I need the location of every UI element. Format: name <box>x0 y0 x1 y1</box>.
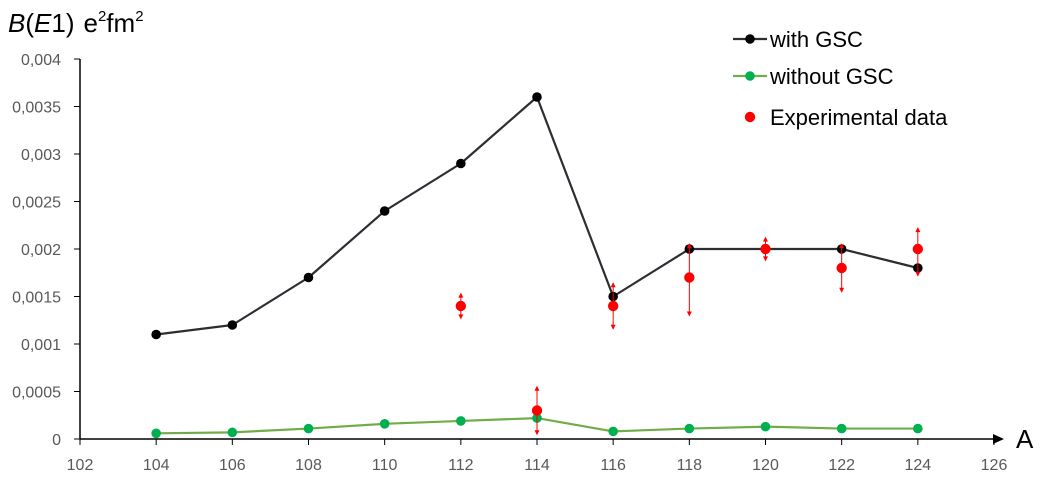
y-tick-label: 0,001 <box>21 337 61 354</box>
y-title-e: E <box>34 8 52 38</box>
x-tick-label: 106 <box>219 457 246 474</box>
data-point <box>760 243 771 255</box>
y-title-unit-fm: fm <box>106 8 135 38</box>
data-point <box>531 405 543 416</box>
legend-label: without GSC <box>769 64 894 89</box>
error-bar-cap <box>763 256 768 262</box>
legend-item: Experimental data <box>744 105 948 130</box>
x-tick-label: 116 <box>600 457 626 474</box>
error-bar-cap <box>839 243 845 249</box>
data-point <box>379 419 390 429</box>
y-title-b: B <box>8 8 25 38</box>
error-bar-cap <box>610 324 616 330</box>
error-bar-cap <box>763 236 768 242</box>
y-axis-title: B(E1) e2fm2 <box>8 8 144 38</box>
data-point <box>227 427 238 438</box>
data-point <box>455 300 467 312</box>
x-tick-label: 108 <box>295 457 322 474</box>
data-point <box>151 329 161 340</box>
data-point <box>836 262 847 274</box>
y-tick-label: 0,0005 <box>12 385 61 402</box>
data-point <box>456 416 466 426</box>
legend: with GSC without GSC Experimental data <box>733 27 948 130</box>
series-line <box>156 95 919 336</box>
data-point <box>913 423 923 434</box>
data-point <box>456 158 466 169</box>
series-2 <box>455 227 924 436</box>
x-tick-label: 112 <box>448 457 474 474</box>
data-point <box>760 421 771 432</box>
data-point <box>303 272 314 283</box>
y-tick-label: 0,0035 <box>12 100 61 117</box>
error-bar-cap <box>534 385 540 391</box>
data-point <box>912 243 924 255</box>
y-tick-label: 0,003 <box>21 147 61 164</box>
legend-item: with GSC <box>733 27 863 52</box>
data-point <box>151 428 161 439</box>
x-ticks: 102 104 106 108 110 112 114 116 118 120 122 124 126 <box>67 439 1008 474</box>
data-point <box>379 206 390 216</box>
y-tick-label: 0,002 <box>21 242 61 259</box>
y-ticks: 0 0,0005 0,001 0,0015 0,002 0,0025 0,003 0,0035… <box>12 52 80 449</box>
data-point <box>684 423 695 434</box>
data-point <box>303 423 314 434</box>
legend-marker <box>744 111 756 123</box>
y-title-unit-fm-sup: 2 <box>135 8 143 25</box>
data-point <box>227 320 238 330</box>
error-bar-cap <box>915 271 921 277</box>
x-tick-label: 122 <box>828 457 855 474</box>
error-bar-cap <box>686 311 692 317</box>
x-tick-label: 124 <box>904 457 931 474</box>
x-tick-label: 118 <box>677 457 703 474</box>
error-bar-cap <box>458 292 464 298</box>
x-tick-label: 120 <box>752 457 779 474</box>
x-tick-label: 102 <box>67 457 94 474</box>
y-title-unit-e-sup: 2 <box>98 8 106 25</box>
data-point <box>532 92 542 102</box>
legend-marker <box>745 71 755 81</box>
error-bar-cap <box>534 430 540 436</box>
x-tick-label: 126 <box>981 457 1008 474</box>
error-bar-cap <box>610 282 616 288</box>
error-bar-cap <box>839 287 845 293</box>
data-point <box>836 423 847 434</box>
legend-item: without GSC <box>733 64 894 89</box>
plot-area <box>151 92 924 439</box>
y-tick-label: 0 <box>52 432 61 449</box>
data-point <box>607 300 619 312</box>
x-tick-label: 114 <box>524 457 550 474</box>
x-tick-label: 104 <box>143 457 170 474</box>
y-tick-label: 0,0025 <box>12 195 61 212</box>
data-point <box>684 272 695 283</box>
x-tick-label: 110 <box>372 457 398 474</box>
error-bar-cap <box>458 314 464 320</box>
error-bar-cap <box>686 243 692 249</box>
legend-marker <box>745 34 755 44</box>
y-title-one: 1) <box>51 8 74 38</box>
y-title-open-paren: ( <box>25 8 34 38</box>
y-tick-label: 0,0015 <box>12 290 61 307</box>
x-axis-title: A <box>1016 424 1034 454</box>
legend-label: with GSC <box>769 27 863 52</box>
data-point <box>608 426 618 437</box>
error-bar-cap <box>915 227 921 233</box>
y-tick-label: 0,004 <box>21 52 61 69</box>
y-title-unit-e: e <box>83 8 97 38</box>
x-axis-arrow <box>993 434 1004 444</box>
legend-label: Experimental data <box>770 105 948 130</box>
